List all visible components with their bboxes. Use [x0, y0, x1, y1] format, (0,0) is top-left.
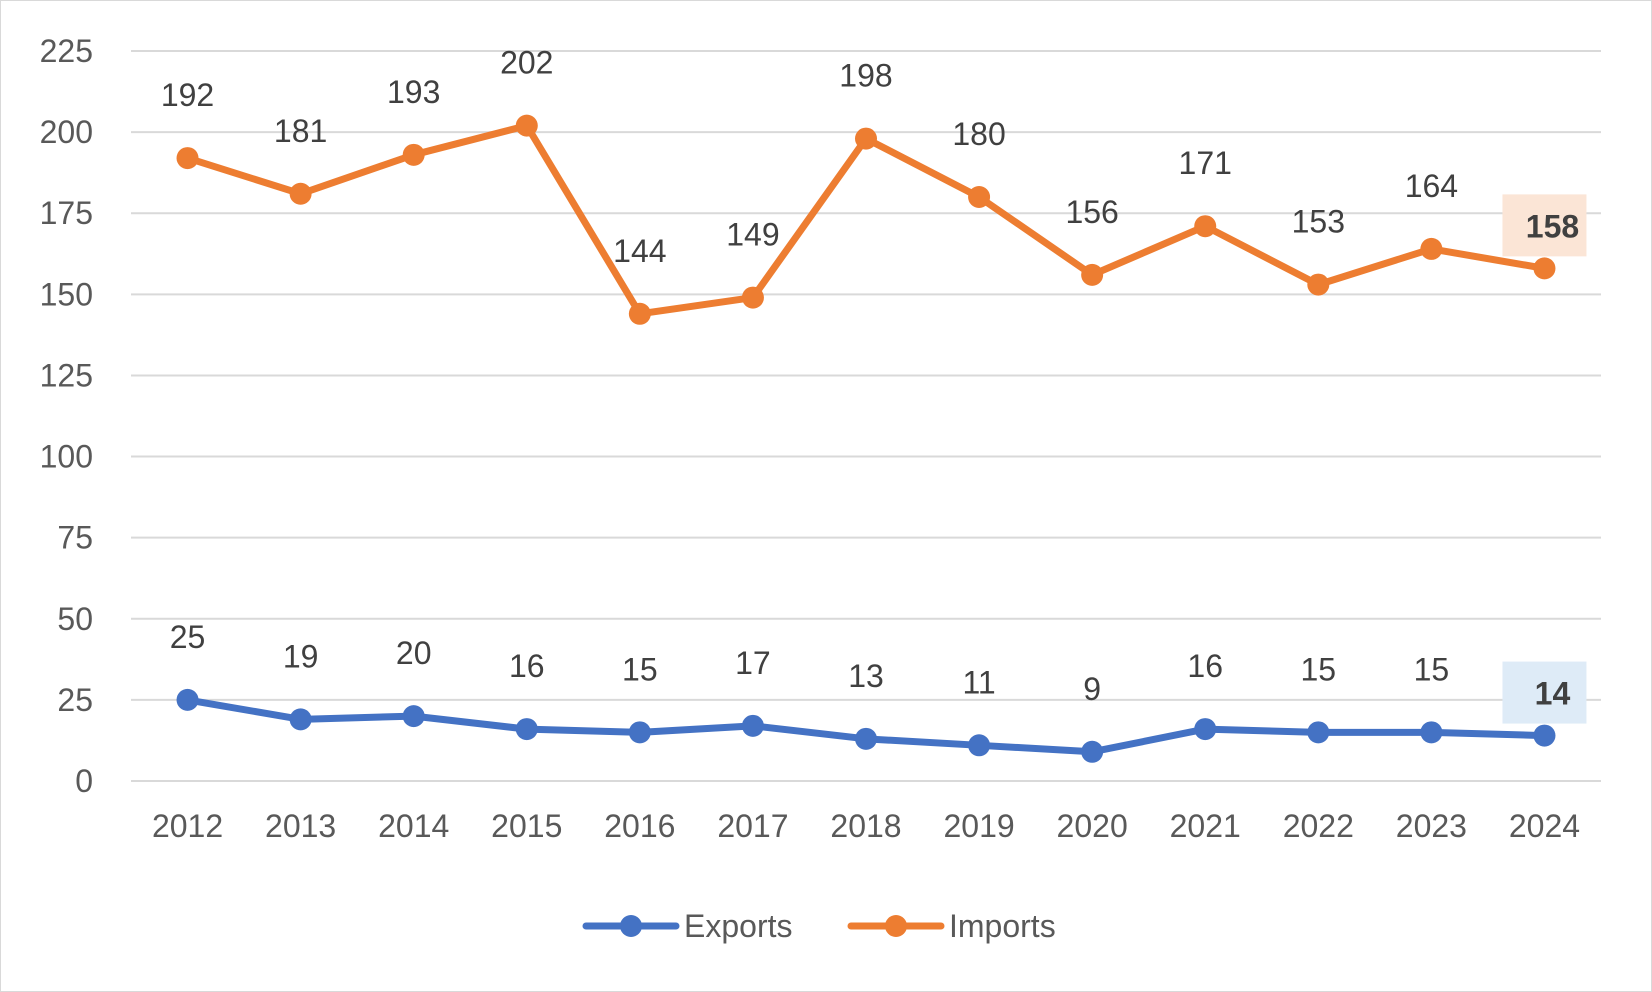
- imports-point: [968, 186, 991, 208]
- exports-point: [1307, 721, 1330, 744]
- x-tick-label: 2018: [830, 808, 901, 844]
- imports-data-label: 198: [839, 58, 892, 94]
- imports-data-label: 149: [726, 217, 779, 253]
- imports-data-label: 193: [387, 74, 440, 110]
- legend-label: Exports: [684, 908, 792, 944]
- y-tick-label: 150: [40, 276, 93, 312]
- x-axis: 2012 2013 2014 2015 2016 2017 2018 2019 2020 2021…: [152, 808, 1580, 844]
- x-tick-label: 2016: [604, 808, 675, 844]
- series-layer: [176, 114, 1556, 763]
- exports-data-label: 25: [170, 619, 206, 655]
- imports-point: [741, 286, 764, 309]
- exports-point: [289, 708, 312, 731]
- imports-point: [1081, 263, 1104, 286]
- y-tick-label: 75: [57, 520, 93, 556]
- legend-swatch-marker: [885, 915, 907, 937]
- exports-data-label: 15: [622, 651, 658, 687]
- imports-data-label: 171: [1179, 145, 1232, 181]
- exports-point: [1533, 724, 1556, 747]
- legend-swatch-marker: [620, 915, 642, 937]
- imports-point: [855, 127, 877, 150]
- imports-data-label: 164: [1405, 168, 1458, 204]
- imports-data-label: 156: [1065, 194, 1118, 230]
- y-tick-label: 200: [40, 114, 93, 150]
- legend: Exports Imports: [582, 908, 1056, 944]
- imports-point: [1307, 273, 1330, 296]
- x-tick-label: 2013: [265, 808, 336, 844]
- imports-data-label: 202: [500, 45, 553, 81]
- exports-data-label: 13: [848, 658, 884, 694]
- x-tick-label: 2022: [1283, 808, 1354, 844]
- imports-data-label: 153: [1292, 204, 1345, 240]
- y-tick-label: 25: [57, 682, 93, 718]
- exports-point: [402, 705, 425, 728]
- y-tick-label: 50: [57, 601, 93, 637]
- exports-point: [176, 688, 199, 711]
- imports-data-label: 192: [161, 77, 214, 113]
- imports-point: [1533, 257, 1556, 280]
- imports-point: [1194, 215, 1217, 238]
- imports-point: [402, 143, 425, 166]
- x-tick-label: 2023: [1396, 808, 1467, 844]
- y-tick-label: 125: [40, 357, 93, 393]
- y-axis: 0 25 50 75 100 125 150 175 200 225: [40, 33, 93, 799]
- imports-data-label: 181: [274, 113, 327, 149]
- exports-point: [855, 727, 877, 750]
- imports-point: [515, 114, 538, 137]
- exports-data-label: 15: [1414, 651, 1450, 687]
- exports-point: [968, 734, 991, 757]
- x-tick-label: 2024: [1509, 808, 1580, 844]
- exports-data-label: 17: [735, 645, 771, 681]
- x-tick-label: 2020: [1057, 808, 1128, 844]
- exports-data-label: 11: [962, 664, 995, 700]
- exports-data-label: 16: [509, 648, 545, 684]
- imports-data-label: 180: [952, 116, 1005, 152]
- exports-point: [1420, 721, 1443, 744]
- y-tick-label: 0: [75, 763, 93, 799]
- exports-point: [515, 718, 538, 741]
- data-labels: 25 19 20 16 15 17 13 11 9 16 15 15 14 192 181 193 202 144…: [161, 45, 1587, 724]
- imports-data-label: 144: [613, 233, 666, 269]
- exports-point: [1194, 718, 1217, 741]
- x-tick-label: 2012: [152, 808, 223, 844]
- imports-point: [289, 182, 312, 205]
- imports-point: [176, 147, 199, 170]
- exports-data-label: 19: [283, 638, 319, 674]
- imports-data-label: 158: [1526, 208, 1579, 244]
- x-tick-label: 2021: [1170, 808, 1241, 844]
- exports-point: [741, 714, 764, 737]
- x-tick-label: 2017: [717, 808, 788, 844]
- imports-point: [628, 302, 651, 325]
- exports-data-label: 16: [1187, 648, 1223, 684]
- y-tick-label: 225: [40, 33, 93, 69]
- legend-label: Imports: [949, 908, 1056, 944]
- y-tick-label: 175: [40, 195, 93, 231]
- exports-point: [628, 721, 651, 744]
- x-tick-label: 2015: [491, 808, 562, 844]
- legend-item-exports: Exports: [582, 908, 792, 944]
- imports-point: [1420, 237, 1443, 260]
- exports-data-label: 15: [1301, 651, 1337, 687]
- imports-highlight-box: [1502, 194, 1587, 257]
- exports-data-label: 14: [1535, 676, 1571, 712]
- exports-point: [1081, 740, 1104, 763]
- exports-highlight-box: [1502, 661, 1587, 724]
- legend-item-imports: Imports: [847, 908, 1056, 944]
- exports-data-label: 20: [396, 635, 432, 671]
- y-tick-label: 100: [40, 439, 93, 475]
- x-tick-label: 2014: [378, 808, 449, 844]
- exports-data-label: 9: [1083, 671, 1101, 707]
- x-tick-label: 2019: [943, 808, 1014, 844]
